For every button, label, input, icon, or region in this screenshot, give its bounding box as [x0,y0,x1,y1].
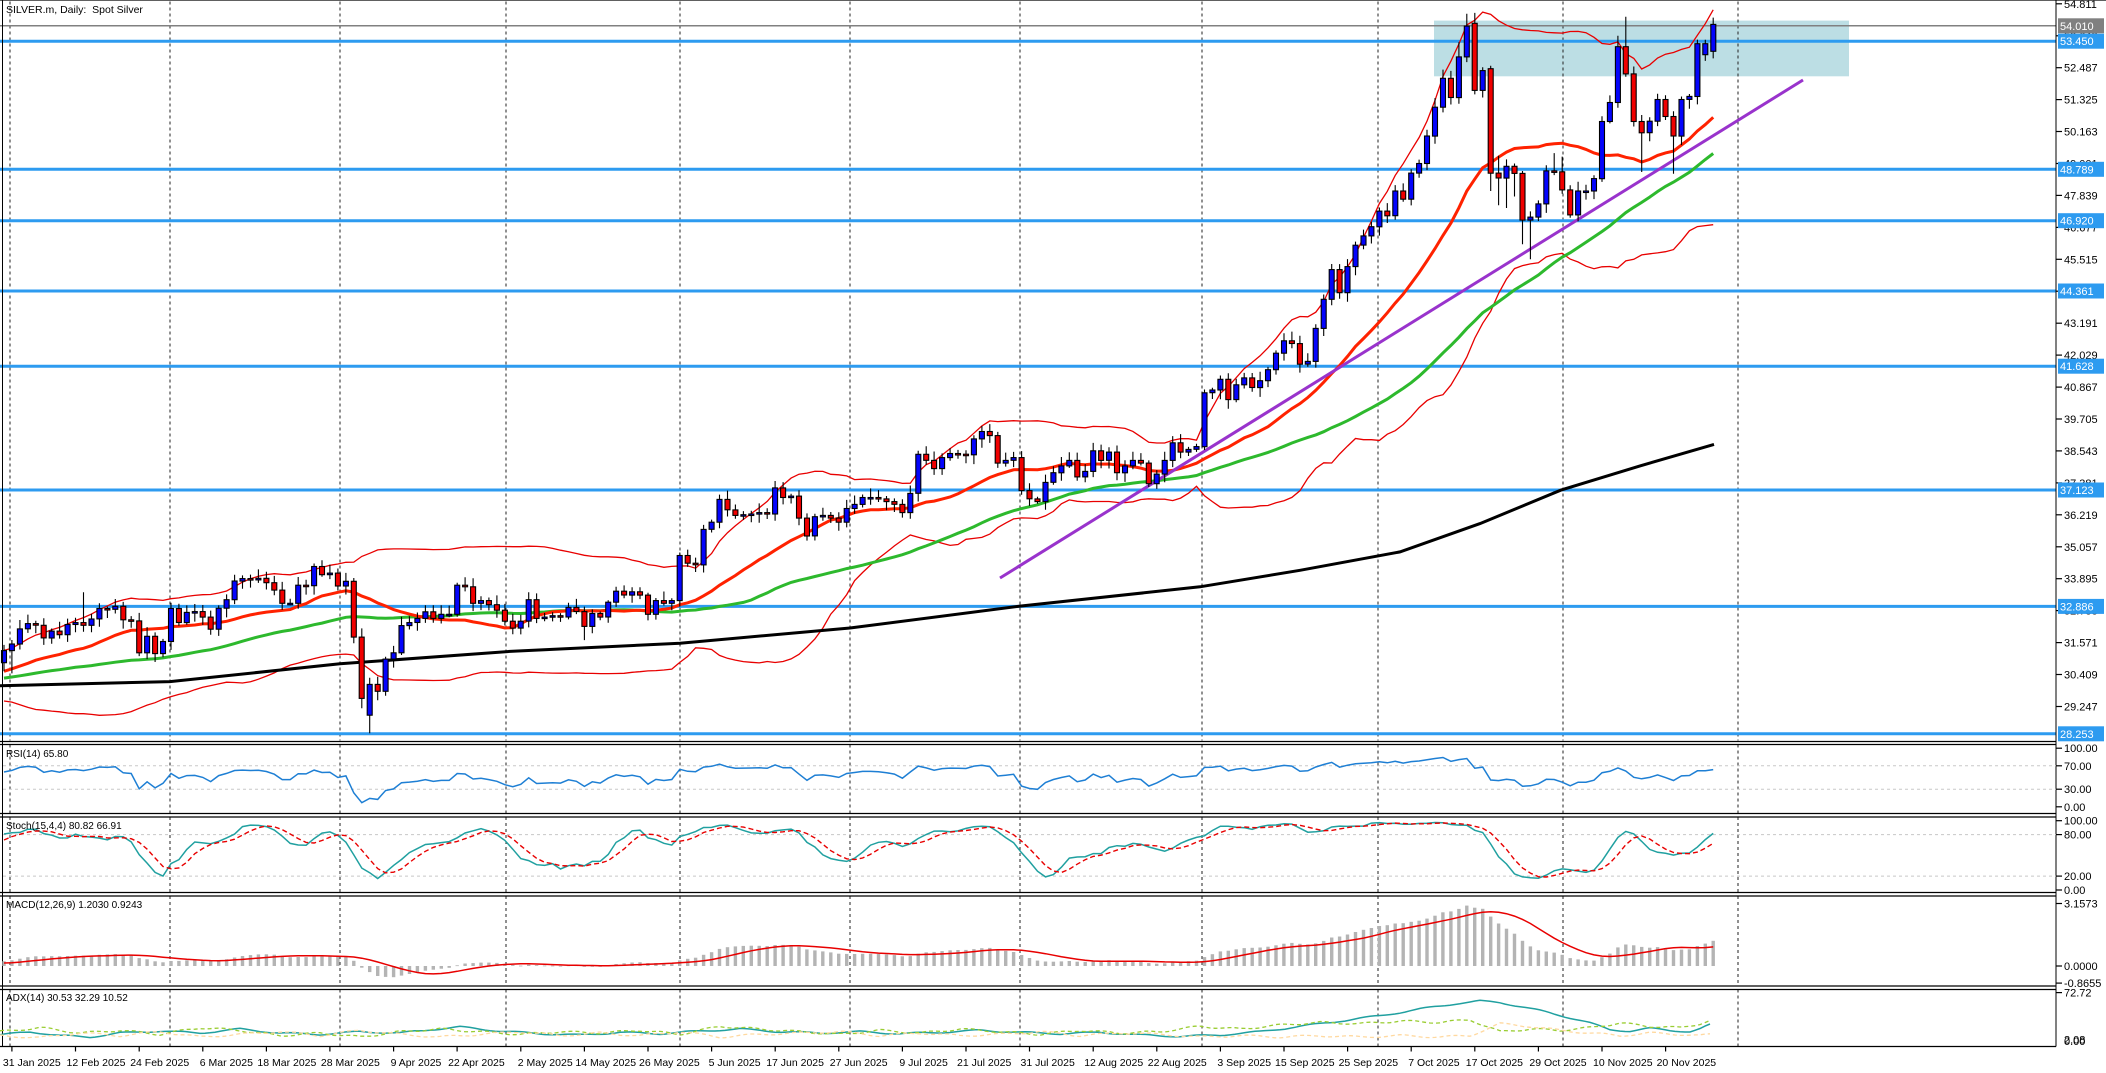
svg-text:53.450: 53.450 [2060,36,2094,48]
svg-text:6 Mar 2025: 6 Mar 2025 [200,1057,253,1069]
svg-text:12 Feb 2025: 12 Feb 2025 [67,1057,126,1069]
svg-text:54.811: 54.811 [2064,0,2097,11]
svg-text:51.325: 51.325 [2064,95,2098,107]
svg-text:35.057: 35.057 [2064,542,2098,554]
svg-text:22 Apr 2025: 22 Apr 2025 [448,1057,505,1069]
svg-text:Stoch(15,4,4) 80.82 66.91: Stoch(15,4,4) 80.82 66.91 [6,821,122,832]
svg-text:17 Jun 2025: 17 Jun 2025 [766,1057,824,1069]
svg-text:20.00: 20.00 [2064,871,2092,883]
svg-text:2.08: 2.08 [2064,1035,2085,1047]
svg-text:44.361: 44.361 [2060,286,2094,298]
svg-text:40.867: 40.867 [2064,382,2098,394]
svg-text:48.789: 48.789 [2060,164,2094,176]
svg-text:SILVER.m, Daily: Spot Silver: SILVER.m, Daily: Spot Silver [6,4,143,16]
svg-text:29.247: 29.247 [2064,702,2098,714]
svg-text:28 Mar 2025: 28 Mar 2025 [321,1057,380,1069]
svg-text:24 Feb 2025: 24 Feb 2025 [130,1057,189,1069]
svg-text:47.839: 47.839 [2064,190,2098,202]
svg-text:46.920: 46.920 [2060,216,2094,228]
svg-text:30.409: 30.409 [2064,670,2098,682]
svg-text:52.487: 52.487 [2064,63,2098,75]
svg-text:25 Sep 2025: 25 Sep 2025 [1339,1057,1399,1069]
svg-text:31 Jan 2025: 31 Jan 2025 [3,1057,61,1069]
svg-text:17 Oct 2025: 17 Oct 2025 [1466,1057,1523,1069]
svg-text:31 Jul 2025: 31 Jul 2025 [1021,1057,1075,1069]
svg-text:20 Nov 2025: 20 Nov 2025 [1657,1057,1717,1069]
svg-text:5 Jun 2025: 5 Jun 2025 [709,1057,761,1069]
svg-text:31.571: 31.571 [2064,638,2098,650]
svg-text:27 Jun 2025: 27 Jun 2025 [830,1057,888,1069]
svg-text:37.123: 37.123 [2060,485,2094,497]
svg-text:3 Sep 2025: 3 Sep 2025 [1217,1057,1271,1069]
svg-text:80.00: 80.00 [2064,830,2092,842]
svg-text:29 Oct 2025: 29 Oct 2025 [1529,1057,1586,1069]
svg-text:50.163: 50.163 [2064,127,2098,139]
svg-text:70.00: 70.00 [2064,761,2092,773]
svg-text:38.543: 38.543 [2064,446,2098,458]
svg-text:0.00: 0.00 [2064,1036,2085,1048]
svg-text:15 Sep 2025: 15 Sep 2025 [1275,1057,1335,1069]
svg-text:2 May 2025: 2 May 2025 [518,1057,573,1069]
svg-text:RSI(14) 65.80: RSI(14) 65.80 [6,749,69,760]
svg-text:10 Nov 2025: 10 Nov 2025 [1593,1057,1653,1069]
svg-text:43.191: 43.191 [2064,318,2098,330]
svg-text:45.515: 45.515 [2064,254,2098,266]
svg-text:3.1573: 3.1573 [2064,899,2098,911]
svg-text:39.705: 39.705 [2064,414,2098,426]
svg-text:0.00: 0.00 [2064,802,2085,814]
svg-text:0.0000: 0.0000 [2064,961,2098,973]
svg-text:32.886: 32.886 [2060,601,2094,613]
svg-text:30.00: 30.00 [2064,784,2092,796]
svg-text:ADX(14) 30.53 32.29 10.52: ADX(14) 30.53 32.29 10.52 [6,993,128,1004]
svg-text:100.00: 100.00 [2064,816,2098,828]
svg-text:100.00: 100.00 [2064,743,2098,755]
svg-text:18 Mar 2025: 18 Mar 2025 [257,1057,316,1069]
svg-text:41.628: 41.628 [2060,361,2094,373]
svg-text:36.219: 36.219 [2064,510,2098,522]
svg-text:33.895: 33.895 [2064,574,2098,586]
svg-text:22 Aug 2025: 22 Aug 2025 [1148,1057,1207,1069]
svg-text:21 Jul 2025: 21 Jul 2025 [957,1057,1011,1069]
svg-text:9 Apr 2025: 9 Apr 2025 [391,1057,442,1069]
svg-text:9 Jul 2025: 9 Jul 2025 [899,1057,948,1069]
svg-text:26 May 2025: 26 May 2025 [639,1057,700,1069]
svg-text:0.00: 0.00 [2064,885,2085,897]
svg-text:12 Aug 2025: 12 Aug 2025 [1084,1057,1143,1069]
svg-text:-0.8655: -0.8655 [2064,978,2101,990]
svg-text:14 May 2025: 14 May 2025 [575,1057,636,1069]
svg-text:54.010: 54.010 [2060,21,2094,33]
svg-text:72.72: 72.72 [2064,988,2092,1000]
svg-text:28.253: 28.253 [2060,729,2094,741]
svg-text:MACD(12,26,9) 1.2030 0.9243: MACD(12,26,9) 1.2030 0.9243 [6,900,143,911]
svg-text:7 Oct 2025: 7 Oct 2025 [1408,1057,1460,1069]
